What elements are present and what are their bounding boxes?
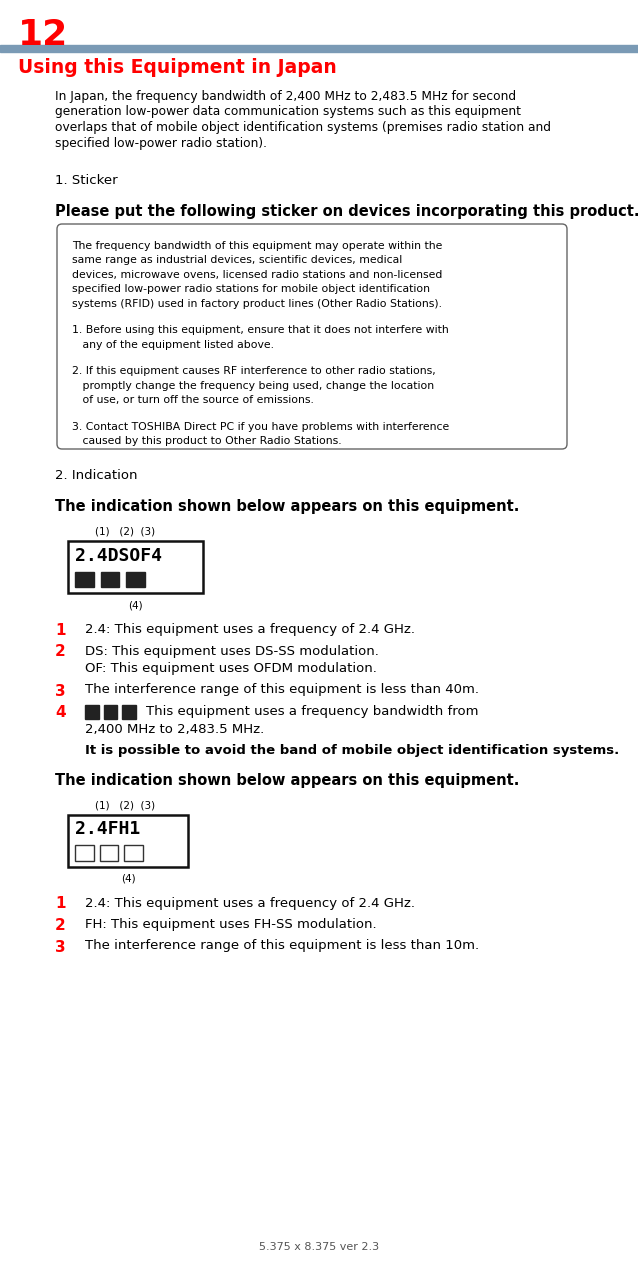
Text: 1. Before using this equipment, ensure that it does not interfere with: 1. Before using this equipment, ensure t… [72, 325, 449, 335]
Text: 1. Sticker: 1. Sticker [55, 174, 117, 187]
Text: overlaps that of mobile object identification systems (premises radio station an: overlaps that of mobile object identific… [55, 121, 551, 135]
Text: It is possible to avoid the band of mobile object identification systems.: It is possible to avoid the band of mobi… [85, 744, 619, 757]
Bar [68, 814, 188, 866]
Text: caused by this product to Other Radio Stations.: caused by this product to Other Radio St… [72, 437, 341, 447]
Text: 1: 1 [55, 624, 66, 638]
Bar [75, 572, 94, 587]
Text: 3: 3 [55, 940, 66, 955]
Text: 2.4DSOF4: 2.4DSOF4 [75, 547, 162, 565]
Text: FH: This equipment uses FH-SS modulation.: FH: This equipment uses FH-SS modulation… [85, 918, 376, 931]
Text: specified low-power radio station).: specified low-power radio station). [55, 136, 267, 150]
Text: 2: 2 [55, 644, 66, 659]
Text: This equipment uses a frequency bandwidth from: This equipment uses a frequency bandwidt… [145, 705, 478, 718]
Text: In Japan, the frequency bandwidth of 2,400 MHz to 2,483.5 MHz for second: In Japan, the frequency bandwidth of 2,4… [55, 90, 516, 103]
Text: (4): (4) [121, 874, 135, 884]
Text: 2. If this equipment causes RF interference to other radio stations,: 2. If this equipment causes RF interfere… [72, 367, 436, 376]
Text: (1)   (2)  (3): (1) (2) (3) [95, 800, 155, 810]
Text: Using this Equipment in Japan: Using this Equipment in Japan [18, 58, 337, 77]
Text: 12: 12 [18, 18, 68, 52]
Text: 4: 4 [55, 705, 66, 720]
Text: 2: 2 [55, 918, 66, 933]
Bar [122, 706, 135, 719]
Text: The indication shown below appears on this equipment.: The indication shown below appears on th… [55, 772, 519, 787]
Text: devices, microwave ovens, licensed radio stations and non-licensed: devices, microwave ovens, licensed radio… [72, 271, 442, 279]
Text: 2.4FH1: 2.4FH1 [75, 820, 140, 838]
Text: OF: This equipment uses OFDM modulation.: OF: This equipment uses OFDM modulation. [85, 662, 377, 674]
Text: 1: 1 [55, 897, 66, 912]
Text: DS: This equipment uses DS-SS modulation.: DS: This equipment uses DS-SS modulation… [85, 644, 379, 658]
Text: of use, or turn off the source of emissions.: of use, or turn off the source of emissi… [72, 395, 314, 405]
Bar [126, 572, 144, 587]
Text: Please put the following sticker on devices incorporating this product.: Please put the following sticker on devi… [55, 204, 638, 218]
Text: The interference range of this equipment is less than 10m.: The interference range of this equipment… [85, 940, 479, 952]
Text: The frequency bandwidth of this equipment may operate within the: The frequency bandwidth of this equipmen… [72, 241, 442, 251]
Text: 2. Indication: 2. Indication [55, 469, 138, 483]
Text: (1)   (2)  (3): (1) (2) (3) [95, 527, 155, 537]
Text: 2.4: This equipment uses a frequency of 2.4 GHz.: 2.4: This equipment uses a frequency of … [85, 624, 415, 636]
Text: any of the equipment listed above.: any of the equipment listed above. [72, 340, 274, 351]
Bar [124, 845, 142, 861]
Text: same range as industrial devices, scientific devices, medical: same range as industrial devices, scient… [72, 255, 402, 265]
Bar [0, 44, 638, 52]
Text: 2.4: This equipment uses a frequency of 2.4 GHz.: 2.4: This equipment uses a frequency of … [85, 897, 415, 909]
Text: 3: 3 [55, 683, 66, 698]
FancyBboxPatch shape [57, 224, 567, 450]
Text: promptly change the frequency being used, change the location: promptly change the frequency being used… [72, 381, 434, 391]
Bar [85, 706, 98, 719]
Text: The indication shown below appears on this equipment.: The indication shown below appears on th… [55, 499, 519, 514]
Text: The interference range of this equipment is less than 40m.: The interference range of this equipment… [85, 683, 479, 696]
Text: (4): (4) [128, 599, 143, 610]
Text: 5.375 x 8.375 ver 2.3: 5.375 x 8.375 ver 2.3 [259, 1242, 379, 1252]
Bar [75, 845, 94, 861]
Bar [101, 572, 119, 587]
Bar [100, 845, 118, 861]
Text: 3. Contact TOSHIBA Direct PC if you have problems with interference: 3. Contact TOSHIBA Direct PC if you have… [72, 422, 449, 432]
Bar [68, 541, 203, 593]
Text: specified low-power radio stations for mobile object identification: specified low-power radio stations for m… [72, 284, 430, 295]
Bar [103, 706, 117, 719]
Text: 2,400 MHz to 2,483.5 MHz.: 2,400 MHz to 2,483.5 MHz. [85, 723, 264, 735]
Text: systems (RFID) used in factory product lines (Other Radio Stations).: systems (RFID) used in factory product l… [72, 298, 442, 309]
Text: generation low-power data communication systems such as this equipment: generation low-power data communication … [55, 105, 521, 118]
